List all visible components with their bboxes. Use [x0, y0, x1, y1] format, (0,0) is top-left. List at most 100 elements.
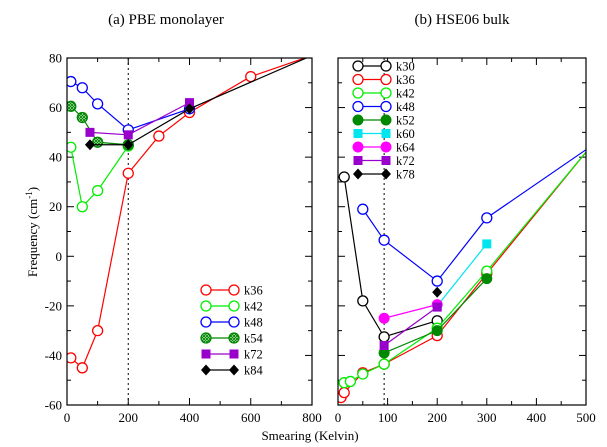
y-tick-label: 40: [49, 150, 62, 165]
y-tick-label: 20: [49, 199, 62, 214]
legend-entry-k64: k64: [352, 141, 416, 155]
marker-0: [352, 141, 364, 153]
marker-0: [352, 114, 364, 126]
legend-label: k64: [396, 141, 416, 155]
series-line: [89, 58, 308, 146]
marker-2: [91, 98, 104, 110]
marker-1: [344, 375, 357, 388]
x-tick-label: 0: [335, 410, 342, 425]
marker-3: [122, 167, 134, 179]
legend-entry-k60: k60: [353, 127, 415, 141]
marker-1: [76, 201, 88, 213]
marker-1: [123, 139, 134, 151]
legend-entry-k72: k72: [201, 348, 263, 362]
legend-entry-k84: k84: [201, 364, 264, 378]
series-k42: [338, 151, 586, 389]
series-k78: [432, 286, 443, 298]
marker-0: [352, 73, 364, 86]
legend-entry-k72: k72: [353, 154, 415, 168]
legend-label: k48: [244, 316, 263, 330]
marker-0: [353, 156, 363, 165]
legend-label: k30: [396, 60, 415, 74]
series-k48: [67, 75, 196, 136]
y-tick-label: -20: [45, 298, 62, 313]
series-k72: [379, 302, 442, 351]
legend-label: k36: [396, 73, 415, 87]
marker-0: [67, 352, 77, 364]
series-k64: [378, 299, 443, 324]
series-layer: [338, 149, 586, 404]
marker-1: [229, 349, 239, 359]
series-line: [70, 81, 190, 131]
x-tick-label: 400: [527, 410, 547, 425]
marker-1: [380, 87, 392, 99]
series-line: [383, 304, 438, 319]
x-tick-label: 300: [477, 410, 497, 425]
panel-b-title: (b) HSE06 bulk: [415, 12, 510, 28]
marker-1: [228, 316, 240, 328]
series-k84: [84, 58, 308, 151]
marker-1: [357, 295, 369, 307]
legend-label: k72: [244, 348, 263, 362]
x-tick-label: 0: [64, 410, 71, 425]
marker-0: [200, 332, 212, 344]
series-k42: [67, 140, 134, 213]
legend-entry-k42: k42: [200, 300, 263, 314]
y-tick-label: -60: [45, 398, 62, 413]
legend-label: k36: [244, 284, 263, 298]
legend-label: k42: [396, 87, 415, 101]
panel-a: 0 200 400 600 800 -60 -40 -20 0 20 40 60 80 k36 k42 k48…: [45, 51, 322, 426]
y-axis-label: Frequency (cm-1): [24, 187, 40, 277]
legend-entry-k30: k30: [352, 60, 415, 74]
series-line: [89, 102, 190, 136]
legend-label: k84: [244, 364, 264, 378]
panel-b: 0 100 200 300 400 500 k30k36k42k48k52k60k64k72…: [335, 57, 596, 425]
marker-1: [381, 168, 391, 180]
marker-2: [481, 273, 493, 285]
legend-entry-k36: k36: [352, 73, 415, 87]
legend-label: k54: [244, 332, 264, 346]
legend-entry-k36: k36: [200, 284, 263, 298]
marker-2: [357, 368, 369, 380]
x-tick-label: 500: [576, 410, 596, 425]
marker-0: [352, 60, 364, 72]
series-k48: [357, 149, 586, 287]
legend-label: k48: [396, 100, 415, 114]
marker-0: [67, 100, 77, 112]
series-k36: [338, 151, 586, 404]
marker-2: [91, 184, 104, 197]
legend-entry-k48: k48: [200, 316, 263, 330]
legend-entry-k54: k54: [200, 332, 264, 346]
marker-1: [380, 73, 392, 86]
marker-2: [378, 331, 390, 343]
legend-label: k72: [396, 154, 415, 168]
x-tick-label: 200: [427, 410, 447, 425]
series-k72: [85, 98, 194, 140]
marker-0: [357, 203, 369, 215]
marker-2: [185, 98, 194, 108]
marker-0: [338, 171, 350, 183]
legend-entry-k48: k48: [352, 100, 415, 114]
legend-entry-k78: k78: [353, 168, 415, 182]
y-tick-label: 60: [49, 100, 62, 115]
series-layer: [67, 58, 308, 374]
marker-0: [67, 75, 77, 88]
y-tick-label: 80: [49, 51, 62, 66]
legend: k36 k42 k48 k54 k72 k84: [200, 284, 264, 378]
marker-1: [380, 100, 392, 113]
marker-1: [228, 284, 240, 296]
marker-1: [229, 364, 239, 376]
marker-0: [85, 127, 95, 137]
marker-3: [481, 212, 493, 224]
marker-1: [228, 300, 240, 312]
series-line: [340, 151, 586, 398]
series-line: [436, 243, 488, 307]
marker-0: [352, 87, 364, 99]
marker-1: [431, 325, 443, 337]
marker-0: [201, 349, 211, 359]
legend-entry-k42: k42: [352, 87, 415, 101]
marker-1: [482, 239, 492, 249]
series-line: [383, 306, 438, 347]
marker-1: [123, 130, 133, 140]
